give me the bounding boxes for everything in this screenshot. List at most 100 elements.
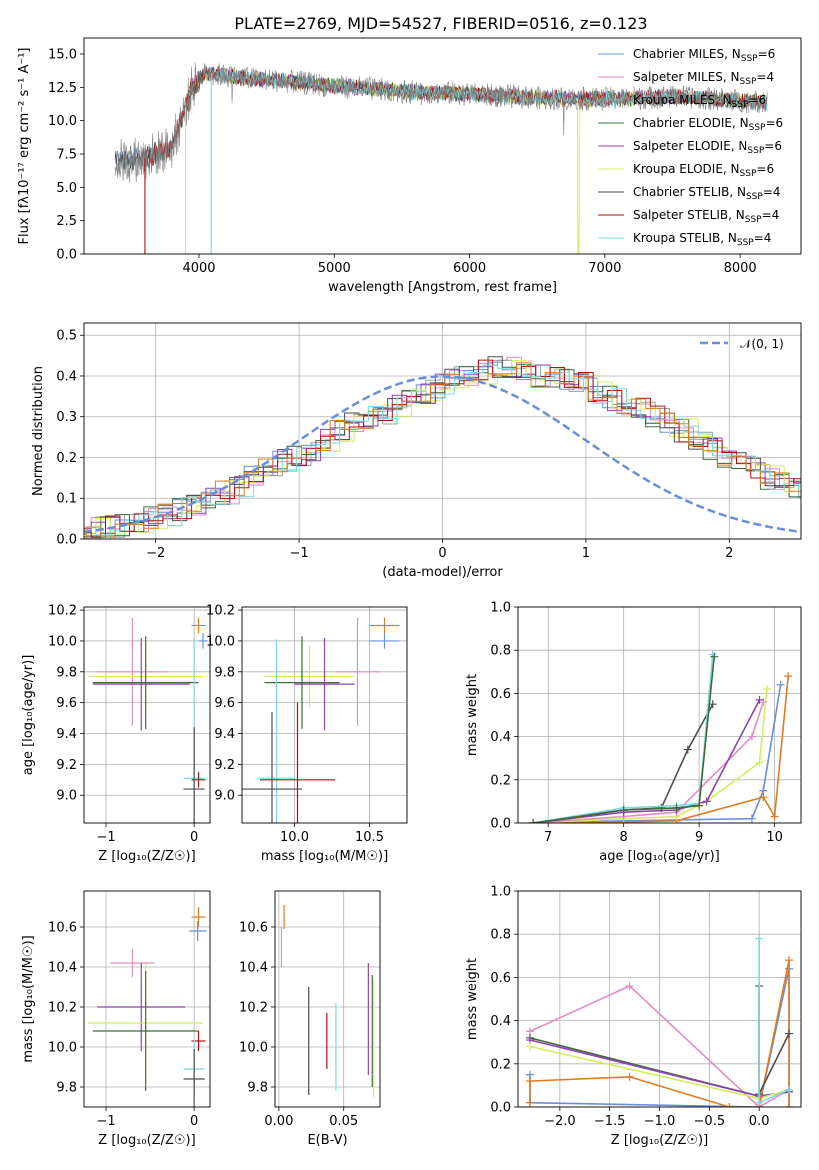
x-tick-label: −0.5 bbox=[694, 1114, 726, 1129]
x-tick-label: 0 bbox=[190, 1114, 198, 1129]
axes-frame bbox=[517, 890, 802, 1108]
legend-text: Chabrier STELIB, N bbox=[633, 185, 746, 199]
y-axis-label: mass [log₁₀(M/M☉)] bbox=[21, 935, 36, 1062]
panel-mass-vs-EBV: 0.00 0.05 9.8 10.0 10.2 10.4 10.6 E(B-V) bbox=[239, 890, 381, 1148]
legend-text: Kroupa ELODIE, N bbox=[633, 162, 740, 176]
series-marker-kroupa_elodie bbox=[525, 1042, 534, 1051]
y-tick-label: 0.8 bbox=[490, 928, 511, 943]
series-marker-orange bbox=[725, 1103, 734, 1107]
panel-age-vs-Z: −1 0 9.0 9.2 9.4 9.6 9.8 10.0 10.2 Z [log₁₀(Z/Z☉)… bbox=[21, 604, 211, 864]
y-tick-label: 10.2 bbox=[239, 1001, 268, 1016]
y-axis-label: mass weight bbox=[465, 674, 480, 756]
y-tick-label: 9.2 bbox=[214, 758, 235, 773]
x-tick-label: −1 bbox=[290, 546, 309, 561]
series-marker-chabrier_stelib bbox=[683, 745, 692, 754]
legend-label: Salpeter ELODIE, NSSP=6 bbox=[633, 139, 782, 156]
legend-subscript: SSP bbox=[737, 238, 754, 248]
legend-subscript: SSP bbox=[741, 54, 758, 64]
panel-age-vs-mass: 10.0 10.5 9.0 9.2 9.4 9.6 9.8 10.0 10.2 mass [log… bbox=[206, 604, 408, 864]
series-marker-kroupa_elodie bbox=[763, 685, 772, 694]
x-tick-label: −2 bbox=[146, 546, 165, 561]
x-tick-label: 0.0 bbox=[749, 1114, 770, 1129]
panel-massweight-vs-age: 7 8 9 10 0.0 0.2 0.4 0.6 0.8 1.0 age [log₁₀(age/yr… bbox=[465, 601, 802, 864]
histogram-salpeter_stelib bbox=[84, 359, 801, 538]
series-marker-orange bbox=[784, 672, 793, 681]
y-tick-label: 10.0 bbox=[48, 634, 77, 649]
x-tick-label: 10.5 bbox=[355, 830, 384, 845]
x-tick-label: 5000 bbox=[318, 261, 351, 276]
y-tick-label: 9.6 bbox=[56, 696, 77, 711]
plot-area-mass-vs-Z bbox=[88, 907, 207, 1107]
y-tick-label: 10.6 bbox=[48, 921, 77, 936]
x-tick-label: 7000 bbox=[588, 261, 621, 276]
y-axis-label: age [log₁₀(age/yr)] bbox=[21, 655, 36, 776]
data-spectrum-line bbox=[114, 62, 768, 183]
y-axis-label: Flux [fλ10⁻¹⁷ erg cm⁻² s⁻¹ A⁻¹] bbox=[17, 48, 32, 245]
plot-area-massweight-vs-age bbox=[529, 650, 793, 823]
legend-text: Chabrier MILES, N bbox=[633, 47, 741, 61]
x-tick-label: 9 bbox=[695, 830, 703, 845]
y-tick-label: 9.6 bbox=[214, 696, 235, 711]
y-tick-label: 0.4 bbox=[56, 369, 77, 384]
y-tick-label: 0.6 bbox=[490, 687, 511, 702]
series-marker-chabrier_elodie bbox=[695, 801, 704, 810]
y-tick-label: 9.4 bbox=[56, 727, 77, 742]
legend-label: Chabrier STELIB, NSSP=4 bbox=[633, 185, 781, 202]
x-axis-label: Z [log₁₀(Z/Z☉)] bbox=[98, 1133, 195, 1148]
y-tick-label: 0.3 bbox=[56, 410, 77, 425]
y-tick-label: 9.0 bbox=[56, 789, 77, 804]
legend-label: Salpeter STELIB, NSSP=4 bbox=[633, 208, 779, 225]
x-axis-label: Z [log₁₀(Z/Z☉)] bbox=[611, 1133, 708, 1148]
legend-subscript: SSP bbox=[749, 123, 766, 133]
plot-area-mass-vs-EBV bbox=[280, 905, 375, 1097]
x-tick-label: 10 bbox=[766, 830, 783, 845]
axes-frame bbox=[83, 606, 211, 824]
y-tick-label: 10.0 bbox=[206, 634, 235, 649]
legend-subscript: SSP bbox=[745, 215, 762, 225]
plot-area-residuals bbox=[84, 356, 801, 539]
plot-area-spectrum bbox=[114, 62, 768, 254]
y-tick-label: 9.8 bbox=[247, 1081, 268, 1096]
y-tick-label: 0.0 bbox=[490, 1101, 511, 1116]
y-tick-label: 5.0 bbox=[56, 181, 77, 196]
x-tick-label: 8000 bbox=[724, 261, 757, 276]
x-tick-label: 10.0 bbox=[280, 830, 309, 845]
series-marker-chabrier_miles bbox=[747, 814, 756, 823]
series-marker-chabrier_elodie bbox=[710, 652, 719, 661]
y-tick-label: 10.0 bbox=[48, 114, 77, 129]
legend-text: Kroupa MILES, N bbox=[633, 93, 732, 107]
series-line-salpeter_miles bbox=[533, 701, 765, 823]
x-tick-label: 7 bbox=[544, 830, 552, 845]
legend-text: =4 bbox=[756, 70, 774, 84]
y-tick-label: 0.2 bbox=[56, 451, 77, 466]
legend-subscript: SSP bbox=[740, 169, 757, 179]
axes-frame bbox=[517, 606, 802, 824]
legend-text: =6 bbox=[749, 93, 767, 107]
x-axis-label: E(B-V) bbox=[307, 1133, 347, 1148]
y-tick-label: 10.4 bbox=[239, 961, 268, 976]
legend-subscript: SSP bbox=[740, 77, 757, 87]
y-tick-label: 1.0 bbox=[490, 885, 511, 900]
legend-text: =4 bbox=[762, 208, 780, 222]
histogram-kroupa_elodie bbox=[84, 360, 801, 535]
y-tick-label: 12.5 bbox=[48, 81, 77, 96]
panel-spectrum: 4000 5000 6000 7000 8000 0.0 2.5 5.0 7.5 10.0 12.5… bbox=[17, 37, 802, 295]
y-tick-label: 0.1 bbox=[56, 492, 77, 507]
y-tick-label: 0.0 bbox=[56, 533, 77, 548]
series-line-salpeter_miles bbox=[529, 985, 790, 1107]
legend-subscript: SSP bbox=[732, 100, 749, 110]
series-marker-salpeter_elodie bbox=[755, 695, 764, 704]
axes-frame bbox=[83, 322, 802, 540]
series-marker-chabrier_elodie bbox=[529, 819, 538, 823]
axes-frame bbox=[83, 890, 211, 1108]
x-tick-label: 1 bbox=[582, 546, 590, 561]
axes-frame bbox=[83, 37, 802, 255]
legend-label: Kroupa STELIB, NSSP=4 bbox=[633, 231, 771, 248]
gaussian-curve bbox=[84, 375, 801, 534]
series-line-kroupa_stelib bbox=[532, 654, 714, 823]
x-tick-label: −1 bbox=[96, 1114, 115, 1129]
x-axis-label: (data-model)/error bbox=[382, 565, 503, 580]
legend-text: Kroupa STELIB, N bbox=[633, 231, 737, 245]
y-tick-label: 7.5 bbox=[56, 148, 77, 163]
